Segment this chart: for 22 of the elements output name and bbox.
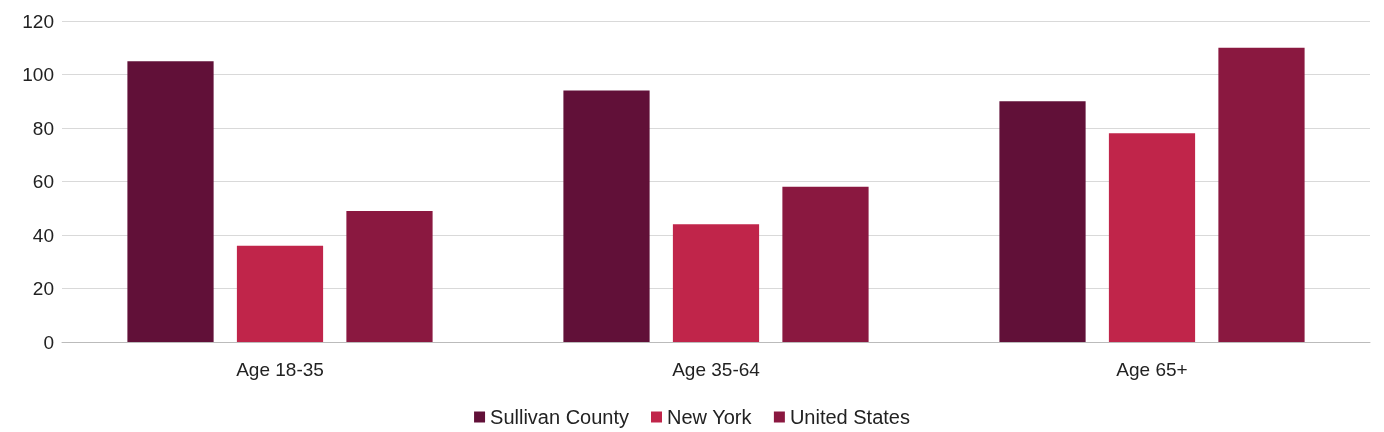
bar: [1218, 47, 1305, 342]
y-tick-label: 40: [32, 224, 54, 246]
legend-label: United States: [789, 406, 910, 428]
bar: [782, 186, 869, 342]
legend-label: New York: [667, 406, 753, 428]
x-tick-label: Age 65+: [1116, 359, 1188, 380]
legend-label: Sullivan County: [490, 406, 630, 428]
y-tick-label: 60: [32, 171, 54, 192]
x-tick-label: Age 18-35: [236, 359, 324, 380]
bar: [999, 101, 1086, 342]
x-tick-label: Age 35-64: [672, 359, 761, 380]
bar: [346, 210, 433, 342]
y-tick-label: 100: [22, 64, 54, 85]
bar: [127, 61, 214, 342]
y-tick-label: 120: [22, 10, 54, 32]
y-tick-label: 20: [32, 278, 54, 299]
y-tick-label: 0: [43, 331, 54, 353]
bar: [563, 90, 650, 342]
bar: [1108, 133, 1196, 342]
bar: [672, 224, 760, 342]
bar: [236, 245, 324, 342]
y-tick-label: 80: [32, 117, 54, 139]
